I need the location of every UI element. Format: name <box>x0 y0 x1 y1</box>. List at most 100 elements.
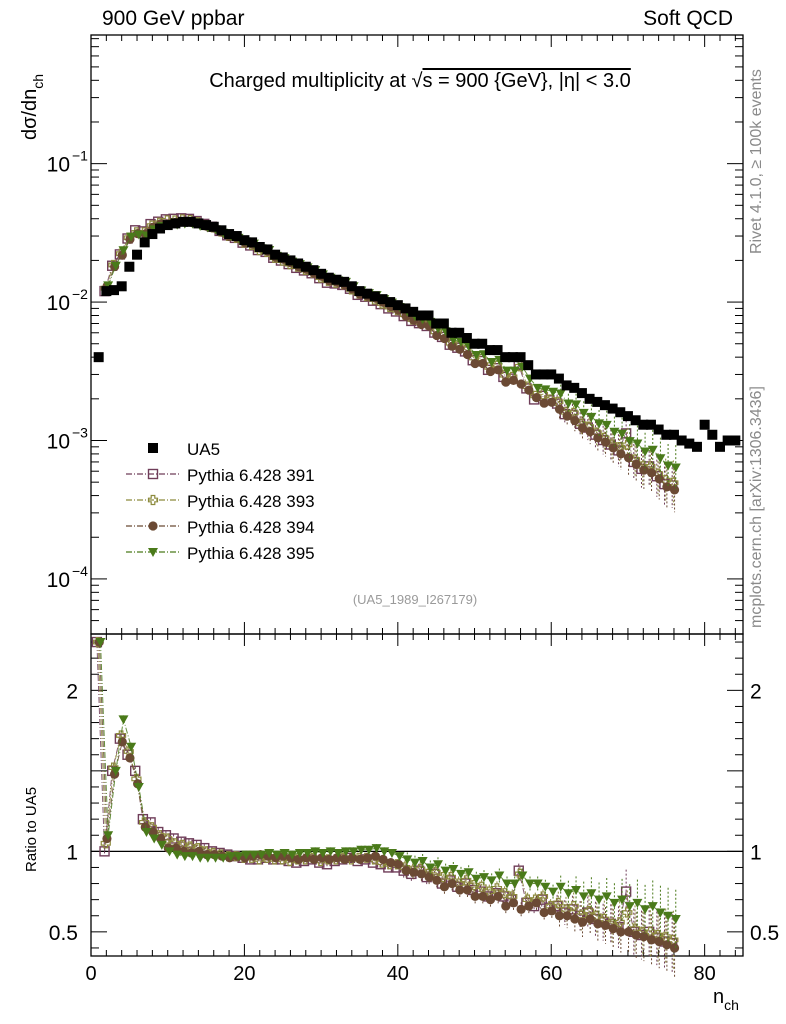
ua5-data-point <box>408 306 419 317</box>
y-tick-label: 10 <box>47 154 70 177</box>
ua5-data-point <box>285 255 296 266</box>
ratio-point <box>378 854 388 865</box>
data-point <box>663 461 674 471</box>
data-point <box>548 387 559 397</box>
data-point <box>608 443 618 453</box>
ratio-point <box>386 848 397 858</box>
ua5-data-point <box>707 429 718 440</box>
data-point <box>571 400 582 410</box>
ua5-data-point <box>454 327 465 338</box>
ua5-data-point <box>139 237 150 248</box>
chart-title: Charged multiplicity at √s = 900 {GeV}, … <box>209 70 631 92</box>
ratio-point <box>548 887 559 897</box>
ratio-point <box>461 875 472 886</box>
data-point <box>539 398 549 408</box>
legend-label: UA5 <box>187 440 220 459</box>
x-tick-label: 80 <box>694 963 716 985</box>
ua5-data-point <box>93 352 104 363</box>
legend-entry: Pythia 6.428 394 <box>126 518 315 537</box>
ratio-point <box>617 895 628 905</box>
ua5-data-point <box>369 291 380 302</box>
ua5-data-point <box>185 216 196 227</box>
ratio-point <box>233 852 244 862</box>
ratio-point <box>539 907 549 918</box>
ua5-data-point <box>638 419 649 430</box>
ratio-y-tick-label: 1 <box>66 841 78 864</box>
ua5-data-point <box>362 288 373 299</box>
ratio-point <box>340 854 350 865</box>
ua5-data-point <box>293 258 304 269</box>
ua5-data-point <box>730 435 741 446</box>
ratio-point <box>118 715 129 725</box>
data-point <box>447 341 457 351</box>
ratio-point <box>393 859 404 869</box>
ratio-point <box>225 852 236 862</box>
ratio-point <box>348 847 359 857</box>
ua5-data-point <box>599 400 610 411</box>
ua5-data-point <box>431 318 442 329</box>
data-point <box>632 439 643 449</box>
ratio-point <box>508 898 519 908</box>
ratio-line <box>96 642 673 944</box>
ratio-point <box>386 858 396 868</box>
ratio-point <box>333 848 344 858</box>
ratio-point <box>524 901 534 911</box>
ratio-point <box>455 869 466 879</box>
ua5-data-point <box>684 438 695 449</box>
ratio-line <box>97 642 674 941</box>
ratio-point <box>302 848 313 858</box>
data-point <box>478 358 488 369</box>
ratio-point <box>363 853 373 863</box>
data-point <box>509 366 520 376</box>
ratio-point <box>409 858 420 868</box>
ratio-point <box>156 840 167 850</box>
ratio-point <box>294 854 304 865</box>
y-tick-exponent: −2 <box>72 286 88 302</box>
ua5-data-point <box>109 285 120 296</box>
ratio-point <box>171 843 181 853</box>
ua5-data-point <box>530 369 541 380</box>
x-tick-label: 60 <box>540 963 562 985</box>
data-point <box>508 375 519 385</box>
ua5-data-point <box>201 220 212 231</box>
ratio-point <box>110 766 121 776</box>
ratio-point <box>309 854 319 865</box>
data-point <box>432 330 442 341</box>
ratio-point <box>669 943 680 953</box>
ua5-data-point <box>262 244 273 255</box>
ratio-point <box>567 904 578 915</box>
ratio-point <box>148 827 158 837</box>
header-right: Soft QCD <box>643 7 733 30</box>
ratio-point <box>432 860 443 870</box>
ratio-point <box>586 889 597 899</box>
data-point <box>623 453 634 463</box>
data-point <box>531 393 542 403</box>
data-point <box>578 408 589 418</box>
ratio-point <box>432 875 442 885</box>
ratio-point <box>553 897 564 908</box>
ratio-point <box>195 853 206 863</box>
ratio-point <box>355 854 365 865</box>
ratio-point <box>547 906 557 916</box>
ratio-point <box>601 892 612 902</box>
legend-entry: Pythia 6.428 395 <box>126 544 315 563</box>
x-axis-label: nch <box>713 986 739 1013</box>
data-point <box>455 344 465 354</box>
ua5-data-point <box>515 352 526 363</box>
ratio-point <box>310 847 321 857</box>
ratio-point <box>551 900 563 912</box>
data-point <box>594 419 605 429</box>
ua5-data-point <box>155 223 166 234</box>
ratio-point <box>126 742 137 752</box>
data-point <box>110 261 121 271</box>
ua5-data-point <box>331 274 342 285</box>
ratio-point <box>416 869 427 879</box>
data-point <box>647 445 658 455</box>
ratio-point <box>279 848 290 858</box>
ratio-point <box>555 882 566 892</box>
ratio-point <box>271 850 282 860</box>
ratio-point <box>509 879 520 889</box>
ratio-point <box>103 831 114 841</box>
data-point <box>670 463 681 473</box>
ratio-point <box>525 879 536 889</box>
